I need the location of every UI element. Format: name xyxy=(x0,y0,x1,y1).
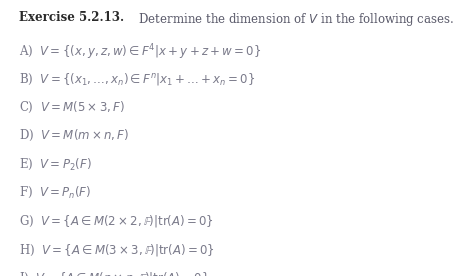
Text: Determine the dimension of $V$ in the following cases.: Determine the dimension of $V$ in the fo… xyxy=(131,11,454,28)
Text: G)  $V = \{A \in M(2 \times 2, \mathbb{F})|\mathrm{tr}(A) = 0\}$: G) $V = \{A \in M(2 \times 2, \mathbb{F}… xyxy=(19,213,214,229)
Text: H)  $V = \{A \in M(3 \times 3, \mathbb{F})|\mathrm{tr}(A) = 0\}$: H) $V = \{A \in M(3 \times 3, \mathbb{F}… xyxy=(19,242,215,258)
Text: F)  $V = P_n(F)$: F) $V = P_n(F)$ xyxy=(19,185,91,200)
Text: Exercise 5.2.13.: Exercise 5.2.13. xyxy=(19,11,124,24)
Text: B)  $V = \{(x_1,\ldots,x_n) \in F^n|x_1 + \ldots + x_n = 0\}$: B) $V = \{(x_1,\ldots,x_n) \in F^n|x_1 +… xyxy=(19,71,255,87)
Text: C)  $V = M(5 \times 3, F)$: C) $V = M(5 \times 3, F)$ xyxy=(19,100,125,115)
Text: D)  $V = M(m \times n, F)$: D) $V = M(m \times n, F)$ xyxy=(19,128,129,143)
Text: A)  $V = \{(x, y, z, w) \in F^4|x + y + z + w = 0\}$: A) $V = \{(x, y, z, w) \in F^4|x + y + z… xyxy=(19,43,261,62)
Text: I)  $V = \{A \in M(n \times n, \mathbb{F})|\mathrm{tr}(A) = 0\}$: I) $V = \{A \in M(n \times n, \mathbb{F}… xyxy=(19,270,209,276)
Text: E)  $V = P_2(F)$: E) $V = P_2(F)$ xyxy=(19,156,91,172)
